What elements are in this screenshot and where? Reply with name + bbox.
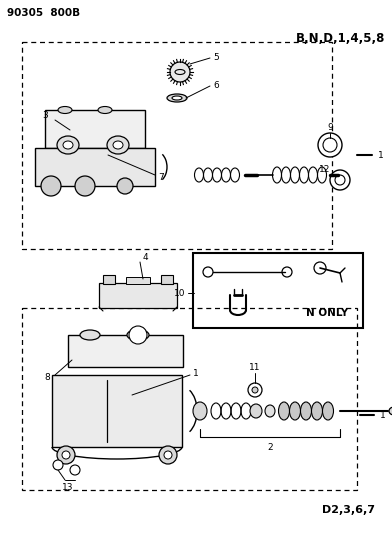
Text: 11: 11 [249, 364, 261, 373]
Ellipse shape [172, 96, 182, 100]
Bar [52, 375, 182, 447]
Ellipse shape [58, 107, 72, 114]
Circle shape [62, 451, 70, 459]
Ellipse shape [57, 136, 79, 154]
Bar [45, 110, 145, 148]
Bar [161, 275, 173, 284]
Ellipse shape [193, 402, 207, 420]
Text: 12: 12 [319, 166, 331, 174]
Bar [35, 148, 155, 186]
Circle shape [335, 175, 345, 185]
Ellipse shape [63, 141, 73, 149]
Ellipse shape [250, 404, 262, 418]
Ellipse shape [265, 405, 275, 417]
Text: 10: 10 [174, 288, 185, 297]
Circle shape [323, 138, 337, 152]
Ellipse shape [167, 94, 187, 102]
Circle shape [330, 170, 350, 190]
Circle shape [252, 387, 258, 393]
Circle shape [75, 176, 95, 196]
Ellipse shape [290, 402, 301, 420]
Text: 13: 13 [62, 482, 74, 491]
Text: 5: 5 [213, 52, 219, 61]
Circle shape [164, 451, 172, 459]
Ellipse shape [113, 141, 123, 149]
Bar [103, 275, 115, 284]
Text: B,N,D,1,4,5,8: B,N,D,1,4,5,8 [296, 32, 385, 45]
Circle shape [170, 62, 190, 82]
Ellipse shape [107, 136, 129, 154]
Text: 7: 7 [158, 173, 164, 182]
Ellipse shape [127, 329, 149, 341]
Text: D2,3,6,7: D2,3,6,7 [322, 505, 375, 515]
Text: 90305  800B: 90305 800B [7, 8, 80, 18]
Text: 2: 2 [267, 442, 273, 451]
Text: 8: 8 [44, 374, 50, 383]
Text: N ONLY: N ONLY [306, 308, 348, 318]
Circle shape [282, 267, 292, 277]
Text: 9: 9 [327, 124, 333, 133]
Ellipse shape [175, 69, 185, 75]
Circle shape [159, 446, 177, 464]
Circle shape [318, 133, 342, 157]
Circle shape [70, 465, 80, 475]
Text: 4: 4 [143, 254, 149, 262]
Ellipse shape [98, 107, 112, 114]
Ellipse shape [301, 402, 312, 420]
Ellipse shape [323, 402, 334, 420]
Text: 6: 6 [213, 80, 219, 90]
Bar [193, 253, 363, 328]
Circle shape [117, 178, 133, 194]
Ellipse shape [312, 402, 323, 420]
Text: 1: 1 [193, 368, 199, 377]
Text: 1: 1 [380, 410, 386, 419]
Bar [99, 283, 177, 308]
Circle shape [41, 176, 61, 196]
Bar [22, 308, 357, 490]
Bar [68, 335, 183, 367]
Circle shape [129, 326, 147, 344]
Circle shape [57, 446, 75, 464]
Ellipse shape [278, 402, 290, 420]
Ellipse shape [389, 407, 392, 415]
Bar [22, 42, 332, 249]
Circle shape [248, 383, 262, 397]
Circle shape [314, 262, 326, 274]
Text: 1: 1 [378, 150, 384, 159]
Ellipse shape [80, 330, 100, 340]
Circle shape [53, 460, 63, 470]
Text: 3: 3 [42, 111, 48, 120]
Bar [126, 277, 150, 284]
Circle shape [203, 267, 213, 277]
